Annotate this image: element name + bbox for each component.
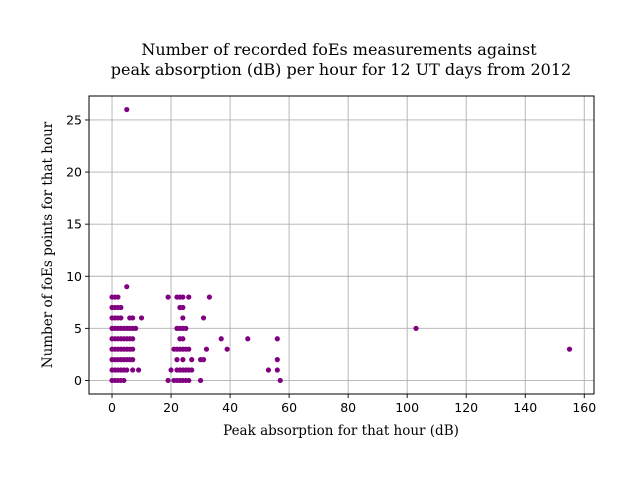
data-point bbox=[224, 346, 230, 352]
data-point bbox=[189, 367, 195, 373]
data-point bbox=[274, 336, 280, 342]
data-point bbox=[566, 346, 573, 352]
data-point bbox=[180, 336, 186, 342]
data-point bbox=[186, 377, 192, 384]
y-axis-ticks: 0 5 10 15 20 25 bbox=[66, 112, 89, 388]
grid bbox=[89, 96, 594, 394]
data-point bbox=[174, 357, 180, 363]
data-point bbox=[189, 357, 195, 363]
data-point bbox=[186, 294, 192, 300]
x-tick-label: 0 bbox=[108, 400, 116, 415]
data-point bbox=[183, 325, 189, 331]
data-point bbox=[130, 367, 136, 373]
data-point bbox=[168, 367, 174, 373]
data-point bbox=[180, 315, 186, 321]
data-points bbox=[109, 106, 573, 384]
data-point bbox=[130, 357, 136, 363]
plot-frame bbox=[88, 95, 595, 395]
x-tick-label: 120 bbox=[454, 400, 478, 415]
data-point bbox=[133, 325, 139, 331]
data-point bbox=[118, 304, 124, 311]
data-point bbox=[265, 367, 272, 373]
data-point bbox=[135, 367, 142, 373]
data-point bbox=[130, 315, 136, 321]
y-axis-label: Number of foEs points for that hour bbox=[40, 121, 56, 368]
x-tick-label: 40 bbox=[222, 400, 238, 415]
x-axis-label: Peak absorption for that hour (dB) bbox=[223, 423, 459, 439]
data-point bbox=[124, 367, 130, 373]
data-point bbox=[180, 294, 186, 300]
x-tick-label: 20 bbox=[163, 400, 179, 415]
data-point bbox=[218, 336, 224, 342]
data-point bbox=[274, 367, 280, 373]
data-point bbox=[186, 346, 192, 352]
x-tick-label: 80 bbox=[340, 400, 356, 415]
x-tick-label: 100 bbox=[395, 400, 419, 415]
data-point bbox=[115, 294, 121, 300]
title-line-2: peak absorption (dB) per hour for 12 UT … bbox=[111, 60, 571, 79]
y-tick-label: 15 bbox=[66, 217, 82, 232]
title-line-1: Number of recorded foEs measurements aga… bbox=[141, 40, 537, 59]
x-tick-label: 140 bbox=[513, 400, 537, 415]
data-point bbox=[124, 106, 130, 113]
data-point bbox=[245, 336, 251, 342]
data-point bbox=[200, 357, 207, 363]
data-point bbox=[413, 325, 419, 331]
data-point bbox=[274, 357, 280, 363]
data-point bbox=[130, 346, 136, 352]
data-point bbox=[138, 315, 145, 321]
data-point bbox=[200, 315, 207, 321]
y-tick-label: 10 bbox=[66, 269, 82, 284]
data-point bbox=[130, 336, 136, 342]
data-point bbox=[180, 357, 186, 363]
data-point bbox=[124, 284, 130, 290]
y-tick-label: 0 bbox=[74, 373, 82, 388]
data-point bbox=[165, 294, 171, 300]
data-point bbox=[206, 294, 213, 300]
chart-title: Number of recorded foEs measurements aga… bbox=[111, 40, 571, 79]
data-point bbox=[180, 304, 186, 311]
data-point bbox=[118, 315, 124, 321]
data-point bbox=[165, 377, 171, 384]
data-point bbox=[121, 377, 127, 384]
data-point bbox=[197, 377, 204, 384]
x-tick-label: 160 bbox=[572, 400, 596, 415]
y-tick-label: 20 bbox=[66, 165, 82, 180]
data-point bbox=[277, 377, 283, 384]
x-axis-ticks: 0 20 40 60 80 100 120 140 160 bbox=[108, 394, 596, 415]
y-tick-label: 25 bbox=[66, 112, 82, 127]
x-tick-label: 60 bbox=[281, 400, 297, 415]
y-tick-label: 5 bbox=[74, 321, 82, 336]
data-point bbox=[203, 346, 210, 352]
